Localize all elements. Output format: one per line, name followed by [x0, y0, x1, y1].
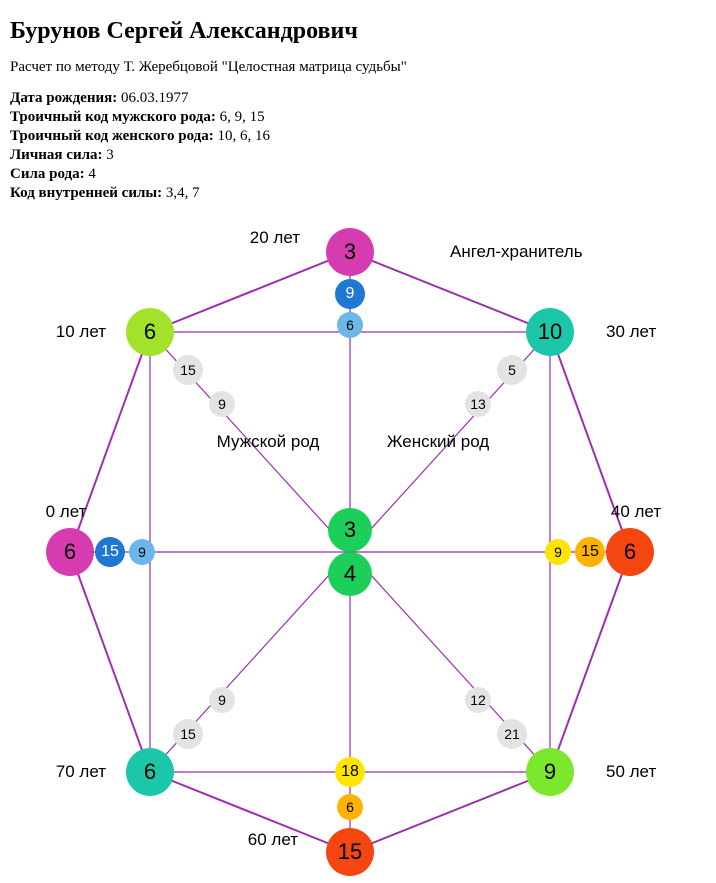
top-sky: 6	[337, 312, 363, 338]
lbl-40: 40 лет	[611, 502, 661, 522]
tl-g1: 15	[173, 355, 203, 385]
bl-g2: 9	[209, 687, 235, 713]
node-30: 10	[526, 308, 574, 356]
tl-g2: 9	[209, 391, 235, 417]
info-label: Дата рождения:	[10, 90, 117, 106]
info-label: Сила рода:	[10, 166, 85, 182]
info-value: 6, 9, 15	[216, 109, 265, 125]
top-blue: 9	[335, 279, 365, 309]
lbl-70: 70 лет	[56, 762, 106, 782]
info-label: Код внутренней силы:	[10, 185, 162, 201]
info-line: Сила рода: 4	[10, 166, 716, 183]
node-40: 6	[606, 528, 654, 576]
info-value: 4	[85, 166, 96, 182]
lbl-60: 60 лет	[248, 830, 298, 850]
node-top: 3	[326, 228, 374, 276]
subtitle: Расчет по методу Т. Жеребцовой "Целостна…	[10, 59, 716, 76]
r-orange: 15	[575, 537, 605, 567]
br-g2: 12	[465, 687, 491, 713]
node-10: 6	[126, 308, 174, 356]
node-60: 15	[326, 828, 374, 876]
lbl-50: 50 лет	[606, 762, 656, 782]
info-line: Личная сила: 3	[10, 147, 716, 164]
lbl-0: 0 лет	[46, 502, 87, 522]
info-value: 06.03.1977	[117, 90, 188, 106]
info-line: Троичный код мужского рода: 6, 9, 15	[10, 109, 716, 126]
node-50: 9	[526, 748, 574, 796]
lbl-30: 30 лет	[606, 322, 656, 342]
bot-yellow: 18	[335, 757, 365, 787]
lbl-10: 10 лет	[56, 322, 106, 342]
lbl-angel: Ангел-хранитель	[450, 242, 583, 262]
info-value: 3,4, 7	[162, 185, 200, 201]
page-title: Бурунов Сергей Александрович	[10, 18, 716, 45]
bl-g1: 15	[173, 719, 203, 749]
bot-orange: 6	[337, 794, 363, 820]
matrix-diagram: 361066691534961595131591591592112186 20 …	[10, 212, 690, 852]
tr-g1: 5	[497, 355, 527, 385]
r-yellow: 9	[545, 539, 571, 565]
info-line: Дата рождения: 06.03.1977	[10, 90, 716, 107]
node-70: 6	[126, 748, 174, 796]
node-0: 6	[46, 528, 94, 576]
info-label: Личная сила:	[10, 147, 103, 163]
center-top: 3	[328, 508, 372, 552]
l-sky: 9	[129, 539, 155, 565]
lbl-male: Мужской род	[217, 432, 320, 452]
tr-g2: 13	[465, 391, 491, 417]
info-line: Троичный код женского рода: 10, 6, 16	[10, 128, 716, 145]
l-blue: 15	[95, 537, 125, 567]
br-g1: 21	[497, 719, 527, 749]
info-value: 3	[103, 147, 114, 163]
info-value: 10, 6, 16	[214, 128, 270, 144]
lbl-female: Женский род	[387, 432, 489, 452]
center-bot: 4	[328, 552, 372, 596]
info-block: Дата рождения: 06.03.1977 Троичный код му…	[10, 90, 716, 202]
info-line: Код внутренней силы: 3,4, 7	[10, 185, 716, 202]
lbl-20: 20 лет	[250, 228, 300, 248]
info-label: Троичный код мужского рода:	[10, 109, 216, 125]
info-label: Троичный код женского рода:	[10, 128, 214, 144]
